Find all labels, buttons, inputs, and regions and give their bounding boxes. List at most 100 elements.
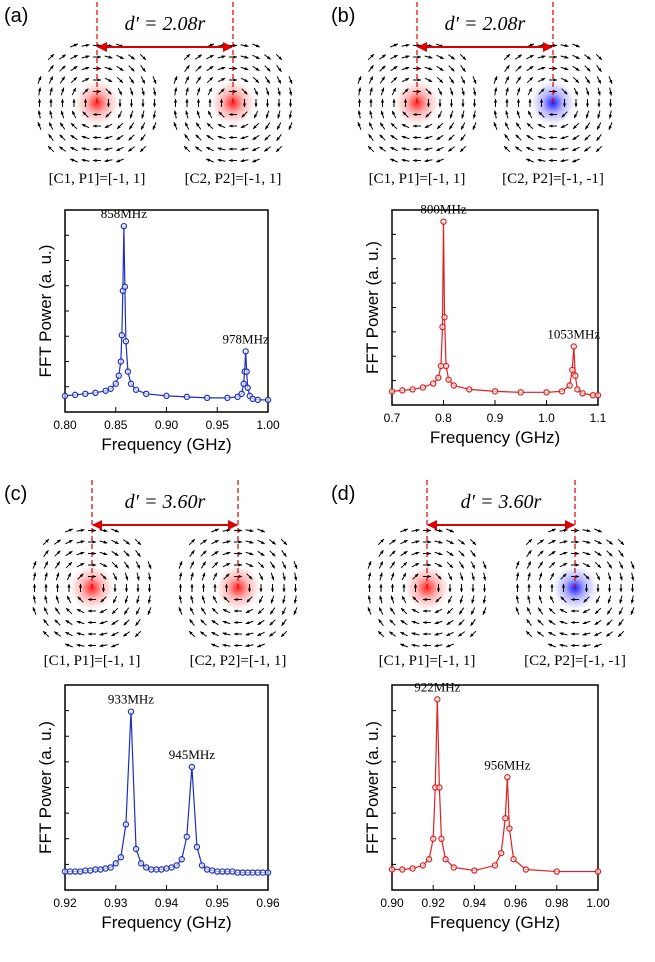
spin-arrow bbox=[446, 561, 454, 569]
spin-arrow bbox=[560, 44, 569, 48]
spin-arrow bbox=[123, 619, 130, 626]
spin-arrow bbox=[43, 561, 49, 569]
spin-arrow bbox=[281, 618, 287, 627]
spin-arrow bbox=[537, 619, 544, 626]
spin-arrow bbox=[104, 66, 113, 71]
spin-arrow bbox=[134, 538, 142, 546]
spin-arrow bbox=[199, 631, 207, 637]
spin-arrow bbox=[179, 572, 183, 581]
spin-arrow bbox=[257, 550, 265, 557]
data-point bbox=[118, 332, 126, 339]
data-point bbox=[574, 386, 581, 393]
spin-arrow bbox=[104, 55, 113, 59]
data-point bbox=[419, 862, 427, 869]
spin-arrow bbox=[104, 123, 113, 129]
data-point bbox=[409, 865, 416, 872]
spin-arrow bbox=[263, 54, 272, 60]
spin-arrow bbox=[537, 158, 546, 162]
spin-arrow bbox=[608, 122, 613, 131]
spin-arrow bbox=[64, 643, 73, 648]
data-point bbox=[242, 348, 249, 355]
spin-arrow bbox=[525, 538, 533, 546]
data-point bbox=[594, 392, 602, 399]
spin-arrow bbox=[70, 54, 78, 60]
spin-arrow bbox=[402, 111, 409, 118]
data-point bbox=[543, 389, 550, 396]
spin-arrow bbox=[369, 110, 373, 119]
spin-arrow bbox=[60, 110, 65, 119]
data-point bbox=[254, 869, 262, 876]
spin-arrow bbox=[368, 122, 374, 130]
spin-arrow bbox=[42, 630, 50, 638]
spin-arrow bbox=[504, 122, 510, 130]
spin-arrow bbox=[368, 76, 374, 84]
spin-arrow bbox=[526, 618, 532, 627]
spin-arrow bbox=[293, 607, 298, 616]
data-point bbox=[491, 862, 499, 869]
spin-arrow bbox=[269, 619, 276, 626]
data-point bbox=[254, 396, 262, 404]
data-point bbox=[82, 390, 89, 398]
data-point bbox=[214, 868, 221, 875]
spin-arrow bbox=[60, 87, 65, 96]
spin-arrow bbox=[605, 631, 614, 637]
x-tick-label: 0.90 bbox=[155, 418, 179, 432]
data-point bbox=[240, 380, 247, 387]
spin-arrow bbox=[527, 110, 533, 119]
spin-arrow bbox=[183, 145, 191, 153]
data-point bbox=[522, 866, 530, 873]
spin-arrow bbox=[66, 595, 72, 604]
spin-arrow bbox=[178, 560, 183, 569]
spin-arrow bbox=[76, 528, 85, 532]
spin-arrow bbox=[584, 65, 591, 72]
spin-arrow bbox=[124, 572, 129, 581]
spin-arrow bbox=[43, 607, 49, 615]
spin-arrow bbox=[461, 110, 465, 119]
spin-arrow bbox=[526, 561, 532, 569]
distance-label: d′ = 2.08r bbox=[125, 13, 206, 35]
data-point bbox=[188, 763, 196, 771]
spin-arrow bbox=[185, 110, 189, 119]
spin-arrow bbox=[460, 65, 466, 73]
x-tick-label: 0.93 bbox=[104, 896, 128, 910]
spin-arrow bbox=[559, 608, 568, 614]
x-tick-label: 0.7 bbox=[384, 411, 401, 425]
spin-arrow bbox=[152, 76, 157, 85]
spin-arrow bbox=[129, 110, 134, 119]
spin-arrow bbox=[594, 561, 602, 569]
spin-arrow bbox=[424, 55, 433, 59]
spin-arrow bbox=[435, 158, 444, 163]
spin-arrow bbox=[217, 55, 226, 59]
spin-arrow bbox=[129, 87, 134, 96]
spin-arrow bbox=[400, 539, 408, 545]
spin-arrow bbox=[240, 123, 249, 129]
spin-arrow bbox=[549, 595, 555, 604]
spin-arrow bbox=[206, 122, 214, 130]
spin-arrow bbox=[390, 65, 398, 72]
spin-arrow bbox=[618, 607, 624, 615]
spin-arrow bbox=[378, 607, 384, 615]
spin-arrow bbox=[135, 607, 141, 615]
spin-arrow bbox=[200, 539, 208, 545]
spin-arrow bbox=[446, 619, 454, 626]
spin-arrow bbox=[116, 76, 124, 84]
spin-arrow bbox=[135, 549, 141, 558]
y-axis-title: FFT Power (a. u.) bbox=[363, 241, 382, 374]
spin-arrow bbox=[560, 147, 569, 151]
data-point bbox=[115, 372, 122, 379]
spin-arrow bbox=[54, 561, 61, 569]
vortex-label: [C1, P1]=[-1, 1] bbox=[44, 653, 141, 669]
spin-arrow bbox=[81, 135, 90, 140]
spin-arrow bbox=[411, 540, 420, 544]
spectrum-line bbox=[64, 226, 268, 401]
spin-arrow bbox=[65, 607, 73, 615]
spin-arrow bbox=[111, 561, 119, 569]
spin-arrow bbox=[140, 134, 146, 142]
x-tick-label: 0.98 bbox=[545, 896, 569, 910]
data-point bbox=[183, 833, 190, 840]
data-point bbox=[441, 314, 448, 321]
spin-arrow bbox=[436, 122, 444, 130]
spin-arrow bbox=[288, 76, 293, 85]
spin-arrow bbox=[593, 643, 602, 648]
spin-arrow bbox=[185, 87, 189, 96]
